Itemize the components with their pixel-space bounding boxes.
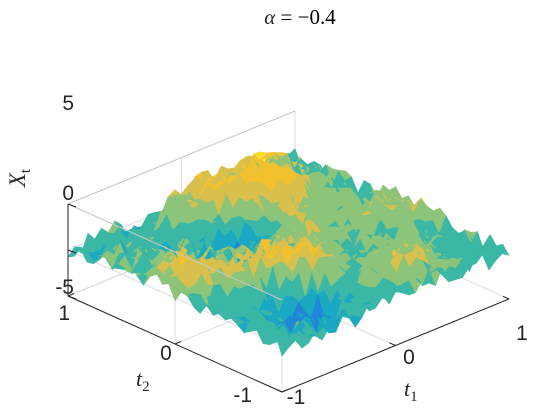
- z-tick-mark: [67, 249, 77, 254]
- t2-label-main: t: [136, 366, 143, 391]
- t1-tick-mark: [275, 388, 283, 393]
- t1-label-sub: 1: [410, 389, 418, 405]
- surface-mesh: [67, 148, 510, 357]
- chart-title: α = −0.4: [264, 5, 336, 29]
- z-tick-mark: [67, 295, 77, 300]
- z-tick-5: 5: [62, 92, 74, 115]
- t1-tick-neg1: -1: [287, 386, 306, 409]
- t1-tick-1: 1: [516, 322, 528, 345]
- axes-lines: [67, 110, 510, 393]
- title-alpha: α: [264, 5, 276, 29]
- t1-tick-mark: [389, 342, 396, 346]
- top-left-edge: [67, 203, 283, 301]
- t1-tick-mark: [502, 295, 510, 300]
- t2-tick-mark: [67, 293, 75, 297]
- z-label-sub: t: [18, 168, 34, 173]
- t2-tick-0: 0: [160, 342, 172, 365]
- z-tick-0: 0: [62, 182, 74, 205]
- z-label-main: X: [5, 172, 30, 188]
- surface-facet: [495, 243, 510, 256]
- t1-label-main: t: [404, 376, 411, 401]
- t2-tick-neg1: -1: [233, 384, 252, 407]
- z-tick-neg5: -5: [55, 276, 74, 299]
- z-tick-mark: [67, 203, 77, 208]
- t1-axis-label: t1: [404, 376, 418, 405]
- t2-axis-label: t2: [136, 366, 150, 395]
- title-value: = −0.4: [281, 5, 337, 29]
- t2-tick-mark: [174, 341, 182, 345]
- t2-tick-mark: [281, 389, 289, 393]
- t2-label-sub: 2: [142, 379, 150, 395]
- t2-tick-1: 1: [58, 302, 70, 325]
- z-axis-label: Xt: [5, 168, 34, 188]
- t1-tick-0: 0: [403, 346, 415, 369]
- top-back-edge: [67, 110, 296, 205]
